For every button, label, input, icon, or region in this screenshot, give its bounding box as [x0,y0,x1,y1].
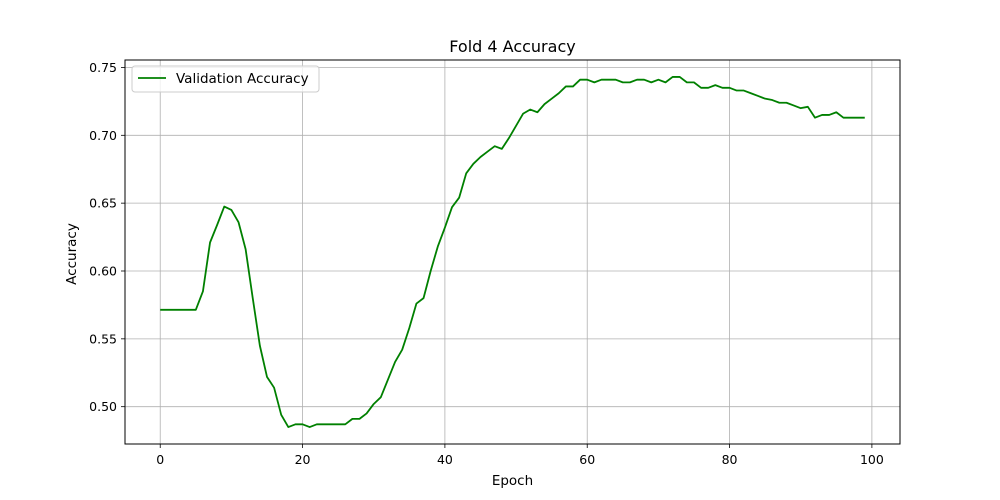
x-tick-label: 100 [860,452,884,467]
series-layer [160,76,865,428]
series-line-validation-accuracy [160,76,865,428]
y-tick-label: 0.60 [89,263,117,278]
y-axis-label: Accuracy [64,223,80,285]
legend-label: Validation Accuracy [176,71,309,87]
x-tick-label: 0 [156,452,164,467]
x-tick-label: 40 [437,452,453,467]
y-tick-label: 0.50 [89,399,117,414]
y-tick-label: 0.55 [89,331,117,346]
y-tick-label: 0.70 [89,128,117,143]
grid [125,60,900,444]
x-tick-label: 80 [722,452,738,467]
y-tick-label: 0.75 [89,60,117,75]
legend: Validation Accuracy [131,65,320,93]
legend-box [131,65,320,93]
plot-frame [124,59,901,445]
x-axis-label: Epoch [492,473,533,489]
x-tick-label: 60 [579,452,595,467]
x-tick-label: 20 [295,452,311,467]
x-axis-ticks: 0 20 40 60 80 100 [156,444,884,467]
chart-title: Fold 4 Accuracy [449,37,575,56]
y-tick-label: 0.65 [89,196,117,211]
y-axis-ticks: 0.50 0.55 0.60 0.65 0.70 0.75 [89,60,125,414]
